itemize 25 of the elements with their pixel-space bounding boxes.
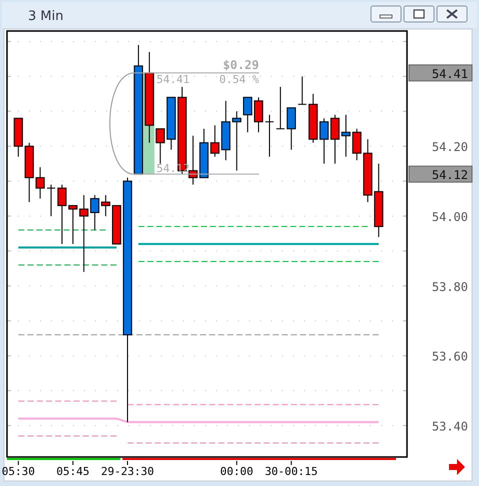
candlestick xyxy=(286,107,296,150)
x-tick-label: 30-00:15 xyxy=(264,465,318,478)
x-tick-label: 05:30 xyxy=(2,465,35,478)
candlestick xyxy=(264,114,274,158)
y-tick-label: 54.00 xyxy=(432,210,468,224)
annotation: $0.29 xyxy=(222,58,259,72)
annotation: 0.54 % xyxy=(219,72,260,86)
candlestick xyxy=(57,184,67,244)
ref-line-label: 54.41 xyxy=(156,72,190,86)
x-tick-label: 05:45 xyxy=(56,465,90,478)
candlestick xyxy=(276,86,285,130)
y-tick-label: 53.80 xyxy=(432,280,468,294)
y-tick-label: 53.40 xyxy=(432,420,468,434)
chart-title: 3 Min xyxy=(28,9,64,24)
candlestick xyxy=(254,96,264,133)
y-tick-label: 53.60 xyxy=(432,350,468,364)
candlestick xyxy=(46,184,56,217)
x-tick-label: 00:00 xyxy=(220,465,254,478)
candlestick xyxy=(330,114,340,164)
text: 54.12 xyxy=(432,168,468,182)
candlestick xyxy=(243,96,252,133)
text: 54.41 xyxy=(432,66,468,81)
candlestick xyxy=(298,76,307,105)
x-tick-label: 29-23:30 xyxy=(101,465,154,478)
y-tick-label: 54.20 xyxy=(432,140,468,154)
